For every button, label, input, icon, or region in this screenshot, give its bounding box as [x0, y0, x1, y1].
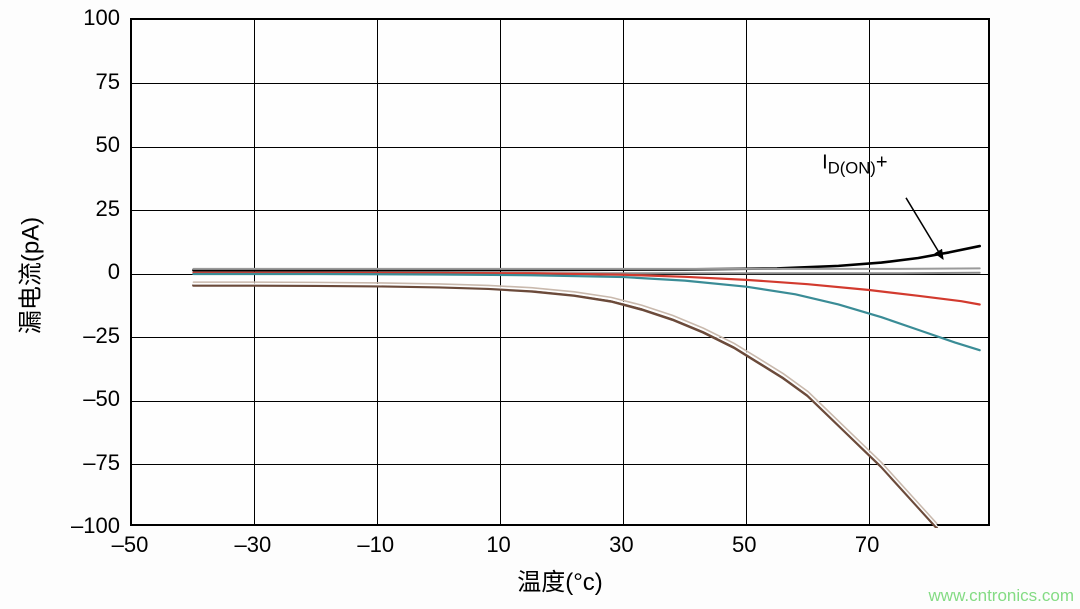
- x-tick-label: 10: [486, 532, 510, 558]
- x-tick-label: –30: [234, 532, 271, 558]
- y-tick-label: 100: [83, 5, 120, 31]
- y-tick-label: 50: [96, 132, 120, 158]
- y-tick-label: 75: [96, 69, 120, 95]
- y-tick-label: –100: [71, 513, 120, 539]
- x-tick-label: –10: [357, 532, 394, 558]
- y-tick-label: 0: [108, 259, 120, 285]
- annotation-arrow: [132, 20, 992, 528]
- x-axis-title: 温度(°c): [517, 562, 603, 597]
- chart: 漏电流(pA) 温度(°c) ID(ON)+ www.cntronics.com…: [0, 0, 1080, 609]
- y-tick-label: –50: [83, 386, 120, 412]
- y-tick-label: –75: [83, 450, 120, 476]
- x-tick-label: 70: [855, 532, 879, 558]
- watermark: www.cntronics.com: [929, 586, 1074, 606]
- y-tick-label: –25: [83, 323, 120, 349]
- y-tick-label: 25: [96, 196, 120, 222]
- plot-area: [130, 18, 990, 526]
- series-annotation: ID(ON)+: [822, 152, 887, 179]
- y-axis-title: 漏电流(pA): [11, 196, 46, 356]
- x-tick-label: 50: [732, 532, 756, 558]
- x-tick-label: 30: [609, 532, 633, 558]
